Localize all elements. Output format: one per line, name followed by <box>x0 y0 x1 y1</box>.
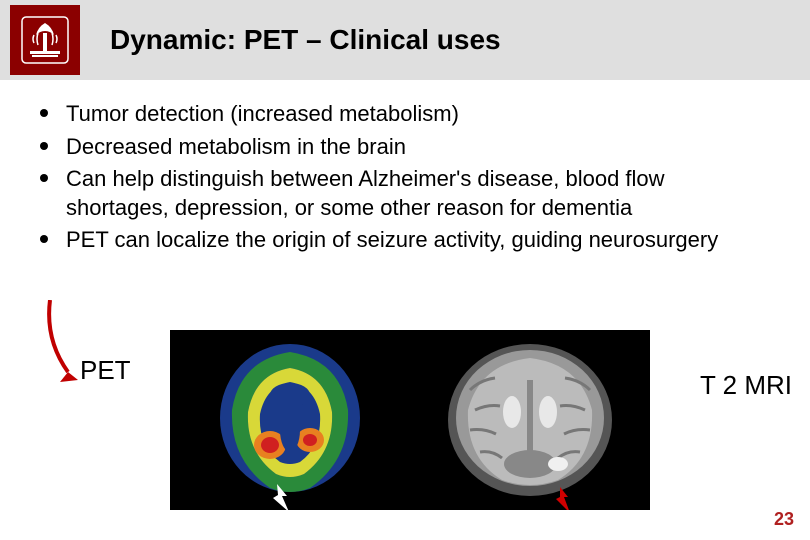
bullet-item: Decreased metabolism in the brain <box>40 133 770 162</box>
pet-scan-image <box>170 330 410 510</box>
page-number: 23 <box>774 509 794 530</box>
palmetto-logo-icon <box>20 15 70 65</box>
bullet-dot-icon <box>40 174 48 182</box>
bullet-list: Tumor detection (increased metabolism) D… <box>40 100 770 255</box>
slide-title: Dynamic: PET – Clinical uses <box>110 24 501 56</box>
bullet-dot-icon <box>40 235 48 243</box>
bullet-dot-icon <box>40 142 48 150</box>
bullet-item: Can help distinguish between Alzheimer's… <box>40 165 770 222</box>
pet-label: PET <box>80 355 131 386</box>
mri-label: T 2 MRI <box>700 370 792 401</box>
mri-brain-icon <box>440 340 620 500</box>
bullet-item: Tumor detection (increased metabolism) <box>40 100 770 129</box>
institution-logo <box>10 5 80 75</box>
bullet-item: PET can localize the origin of seizure a… <box>40 226 770 255</box>
red-pointer-arrow-icon <box>550 487 580 510</box>
bullet-text: Can help distinguish between Alzheimer's… <box>66 165 770 222</box>
bullet-text: Tumor detection (increased metabolism) <box>66 100 459 129</box>
bullet-text: Decreased metabolism in the brain <box>66 133 406 162</box>
bullet-text: PET can localize the origin of seizure a… <box>66 226 718 255</box>
title-bar: Dynamic: PET – Clinical uses <box>0 0 810 80</box>
white-pointer-arrow-icon <box>265 484 305 510</box>
scan-images-row <box>170 330 650 510</box>
pet-brain-icon <box>210 340 370 500</box>
bullet-dot-icon <box>40 109 48 117</box>
mri-scan-image <box>410 330 650 510</box>
